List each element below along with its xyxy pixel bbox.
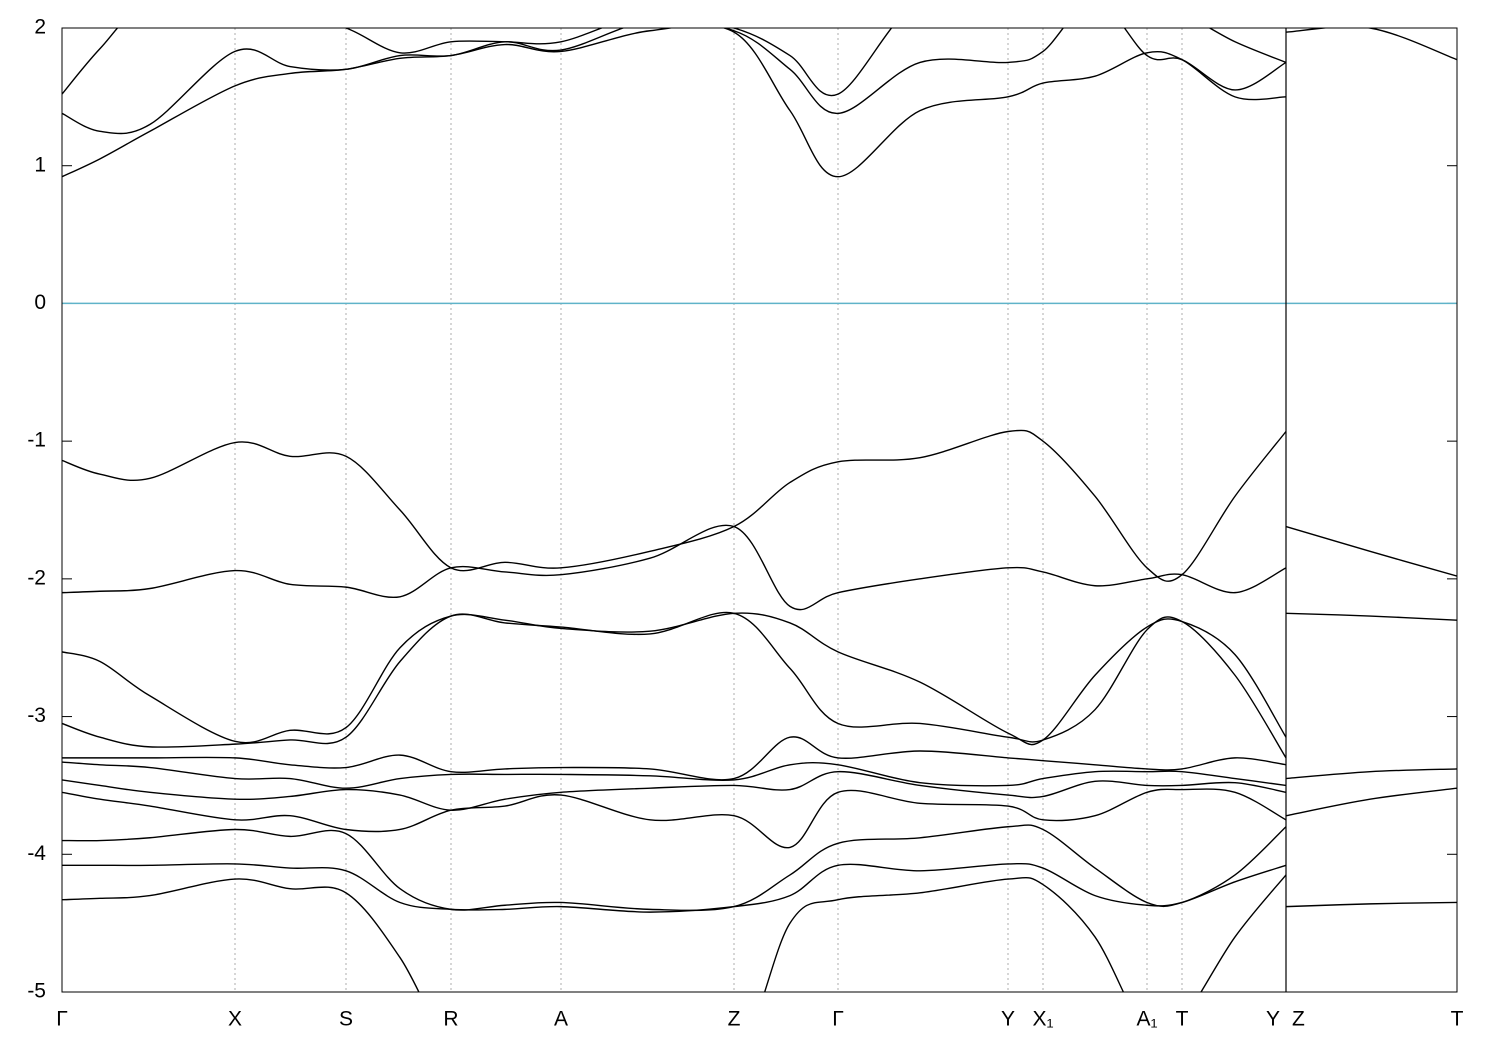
x-tick-label: A₁ [1136, 1008, 1157, 1031]
y-tick-label: -4 [27, 842, 46, 865]
band-line [62, 736, 1457, 908]
band-line [62, 28, 1457, 178]
plot-frame [61, 27, 1458, 993]
y-tick-label: -3 [27, 704, 46, 727]
band-line [62, 524, 1457, 621]
x-tick-label: S [339, 1008, 353, 1031]
x-tick-label: T [1451, 1008, 1464, 1031]
band-line [62, 788, 1287, 849]
y-tick-label: -2 [27, 566, 46, 589]
y-tick-label: -5 [27, 980, 46, 1003]
y-tick-label: 0 [34, 291, 46, 314]
x-tick-label: R [443, 1008, 458, 1031]
x-tick-label: Y [1001, 1008, 1015, 1031]
y-tick-label: 1 [34, 153, 46, 176]
x-tick-label: T [1176, 1008, 1189, 1031]
band-line [62, 862, 1287, 913]
band-line [62, 761, 1287, 789]
x-tick-label: Z [728, 1008, 741, 1031]
x-tick-label: A [554, 1008, 568, 1031]
x-tick-label: X₁ [1032, 1008, 1053, 1031]
x-tick-label: Z [1292, 1008, 1305, 1031]
band-line [62, 612, 1457, 780]
y-tick-label: -1 [27, 429, 46, 452]
x-tick-label: X [228, 1008, 242, 1031]
x-tick-label: Y [1266, 1008, 1280, 1031]
band-line [62, 429, 1457, 582]
band-line [62, 874, 1287, 992]
band-line [62, 770, 1287, 811]
x-tick-label: Γ [832, 1008, 844, 1031]
band-line [62, 28, 1287, 135]
bands [62, 28, 1457, 992]
band-line [62, 611, 1457, 817]
x-tick-label: Γ [56, 1008, 68, 1031]
y-tick-label: 2 [34, 16, 46, 39]
